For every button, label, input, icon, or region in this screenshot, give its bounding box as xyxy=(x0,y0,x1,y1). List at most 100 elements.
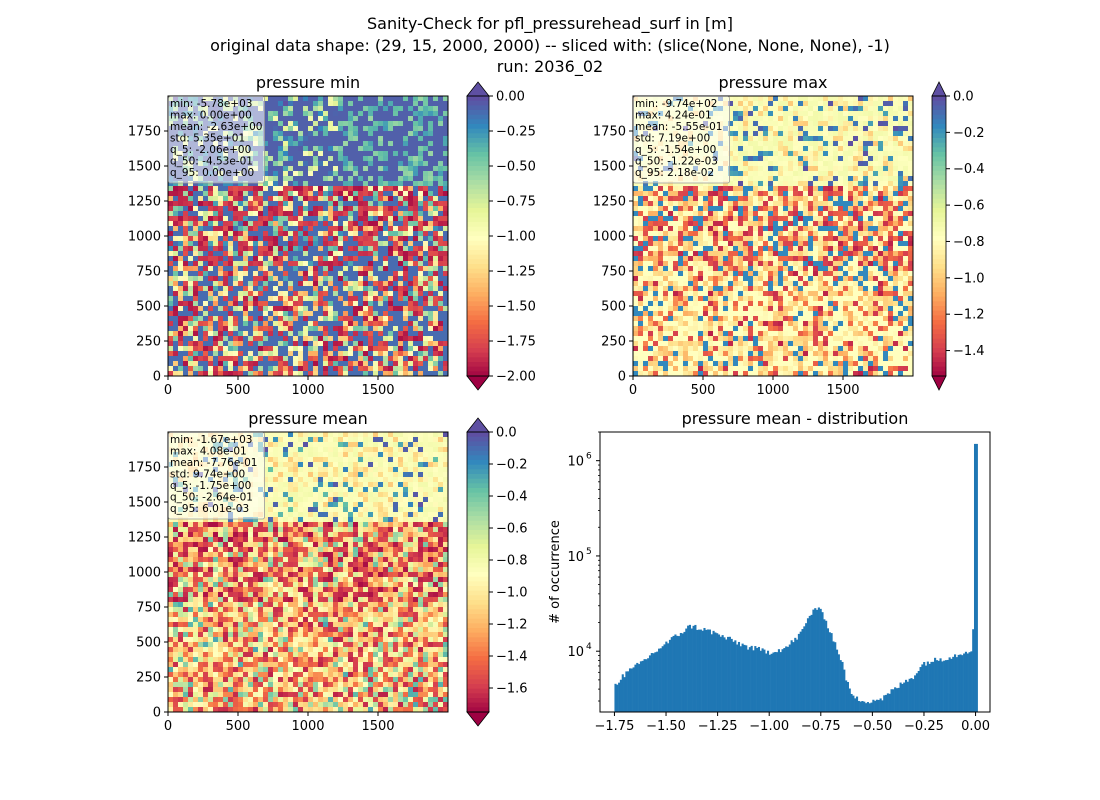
colorbar-tick-label: −1.00 xyxy=(496,230,536,245)
histogram-bar xyxy=(783,648,786,712)
histogram-bar xyxy=(641,660,644,712)
stats-line: min: -1.67e+03 xyxy=(170,434,252,446)
stats-line: max: 4.24e-01 xyxy=(635,110,712,122)
x-tick-label: −1.75 xyxy=(595,719,635,734)
suptitle-line-3: run: 2036_02 xyxy=(496,57,604,76)
y-tick-label: 1250 xyxy=(593,195,626,210)
histogram-bar xyxy=(730,638,733,712)
colorbar-tick-label: −1.2 xyxy=(953,308,985,323)
histogram-bar xyxy=(737,641,741,712)
histogram-bar xyxy=(901,683,904,712)
histogram-bar xyxy=(694,624,697,712)
histogram-bar xyxy=(814,608,817,712)
histogram-bar xyxy=(776,652,779,712)
stats-line: mean: -7.76e-01 xyxy=(170,457,257,469)
colorbar-extend-top xyxy=(931,81,947,97)
histogram-bar xyxy=(708,629,711,712)
histogram-panel: pressure mean - distribution −1.75 −1.50 −1… xyxy=(548,409,991,734)
histogram-bar xyxy=(668,639,672,712)
histogram-bar xyxy=(714,632,717,712)
colorbar-extend-bottom xyxy=(466,375,490,391)
colorbar-tick-label: −1.50 xyxy=(496,300,536,315)
histogram-bar xyxy=(924,665,928,712)
histogram-bar xyxy=(904,679,908,712)
histogram-bar xyxy=(648,655,652,712)
histogram-bar xyxy=(736,644,739,712)
y-tick-label: 500 xyxy=(136,300,161,315)
histogram-bar xyxy=(961,655,964,712)
histogram-bar xyxy=(968,652,971,712)
histogram-bar xyxy=(643,659,646,712)
histogram-bar xyxy=(928,663,931,712)
stats-line: std: 9.74e+00 xyxy=(170,469,245,481)
histogram-bar xyxy=(757,646,761,712)
histogram-bar xyxy=(667,643,670,712)
y-tick-label: 500 xyxy=(136,636,161,651)
histogram-bar xyxy=(937,660,940,712)
histogram-bar xyxy=(652,653,655,712)
stats-line: q_50: -1.22e-03 xyxy=(635,156,718,168)
colorbar: 0.0 −0.2 −0.4 −0.6 −0.8 −1.0 −1.2 −1.4 xyxy=(931,81,985,391)
y-tick-label: 0 xyxy=(153,370,161,385)
stats-line: min: -5.78e+03 xyxy=(170,98,252,110)
histogram-bar xyxy=(973,443,977,712)
x-tick-label: 1000 xyxy=(756,383,789,398)
histogram-bar xyxy=(932,661,935,712)
histogram-bar xyxy=(866,702,869,712)
histogram-bar xyxy=(846,681,849,712)
histogram-bar xyxy=(670,637,673,712)
colorbar-tick-label: −0.4 xyxy=(953,162,985,177)
colorbar-tick-label: −0.2 xyxy=(953,126,985,141)
histogram-bar xyxy=(659,648,662,712)
histogram-bar xyxy=(710,634,713,712)
y-tick-label: 500 xyxy=(601,300,626,315)
y-tick-label: 1000 xyxy=(128,230,161,245)
histogram-bar xyxy=(964,651,968,712)
x-tick-label: −0.25 xyxy=(904,719,944,734)
histogram-bar xyxy=(788,644,791,712)
stats-line: max: 0.00e+00 xyxy=(170,110,252,122)
colorbar-tick-label: 0.0 xyxy=(496,426,517,441)
histogram-bar xyxy=(674,634,677,712)
histogram-bar xyxy=(683,631,686,712)
histogram-bar xyxy=(972,629,975,712)
y-tick-label: 1500 xyxy=(593,160,626,175)
histogram-bar xyxy=(638,664,641,712)
histogram-bar xyxy=(919,667,922,712)
histogram-bar xyxy=(954,654,957,712)
histogram-bar xyxy=(935,660,938,712)
y-tick-label: 750 xyxy=(136,601,161,616)
histogram-bar xyxy=(950,658,953,712)
histogram-bar xyxy=(835,649,839,712)
map-panel-1: pressure min 0 500 1000 1500 0 250 500 750 1000 12… xyxy=(128,73,536,398)
histogram-bar xyxy=(639,661,642,712)
histogram-bar xyxy=(756,647,759,712)
histogram-bar xyxy=(948,657,951,712)
histogram-bar xyxy=(623,677,626,712)
axes-frame xyxy=(599,431,991,713)
x-tick-label: 500 xyxy=(226,383,251,398)
histogram-bar xyxy=(839,660,842,712)
y-tick-label: 0 xyxy=(153,706,161,721)
x-tick-label: 1000 xyxy=(291,383,324,398)
colorbar-tick-label: −0.8 xyxy=(953,235,985,250)
colorbar-tick-label: −1.4 xyxy=(953,344,985,359)
colorbar-tick-label: −1.0 xyxy=(953,271,985,286)
histogram-bar xyxy=(832,641,835,712)
histogram-bar xyxy=(817,607,820,712)
histogram-bar xyxy=(772,652,775,712)
x-tick-label: 500 xyxy=(691,383,716,398)
histogram-bar xyxy=(865,703,868,712)
histogram-bar xyxy=(890,689,893,712)
colorbar-tick-label: 0.0 xyxy=(953,90,974,105)
histogram-bar xyxy=(823,619,826,712)
histogram-bar xyxy=(952,656,955,712)
histogram-bar xyxy=(799,631,802,712)
x-tick-label: −1.50 xyxy=(646,719,686,734)
histogram-bar xyxy=(921,664,924,712)
histogram-bar xyxy=(796,639,799,712)
histogram-bar xyxy=(665,641,668,712)
panel-title: pressure mean - distribution xyxy=(682,409,909,428)
histogram-bar xyxy=(786,646,790,712)
